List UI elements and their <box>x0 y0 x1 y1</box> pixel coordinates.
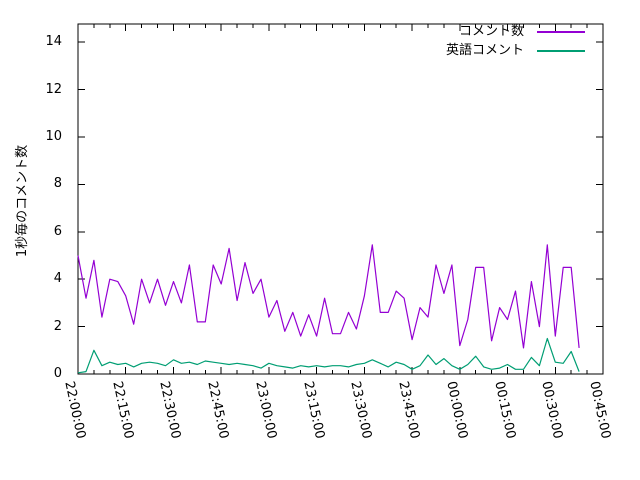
legend-line-sample-english-comments <box>537 50 585 52</box>
y-tick-label: 14 <box>45 34 62 50</box>
y-tick-label: 4 <box>53 271 62 287</box>
series-line-0 <box>77 244 580 349</box>
legend-label-comment-count: コメント数 <box>458 24 524 39</box>
legend-item-english-comments: 英語コメント <box>446 43 585 59</box>
legend-item-comment-count: コメント数 <box>446 24 585 40</box>
y-tick-label: 2 <box>53 318 62 334</box>
legend: コメント数 英語コメント <box>446 24 585 62</box>
y-tick-label: 0 <box>53 366 62 381</box>
y-tick-label: 8 <box>53 176 62 192</box>
legend-line-sample-comment-count <box>537 31 585 33</box>
series-line-1 <box>77 337 580 374</box>
y-tick-label: 12 <box>45 81 62 97</box>
y-tick-label: 6 <box>53 223 62 239</box>
legend-label-english-comments: 英語コメント <box>445 43 524 58</box>
axis-ticks <box>77 24 604 375</box>
plot-border <box>77 23 604 375</box>
y-tick-label: 10 <box>45 129 62 145</box>
